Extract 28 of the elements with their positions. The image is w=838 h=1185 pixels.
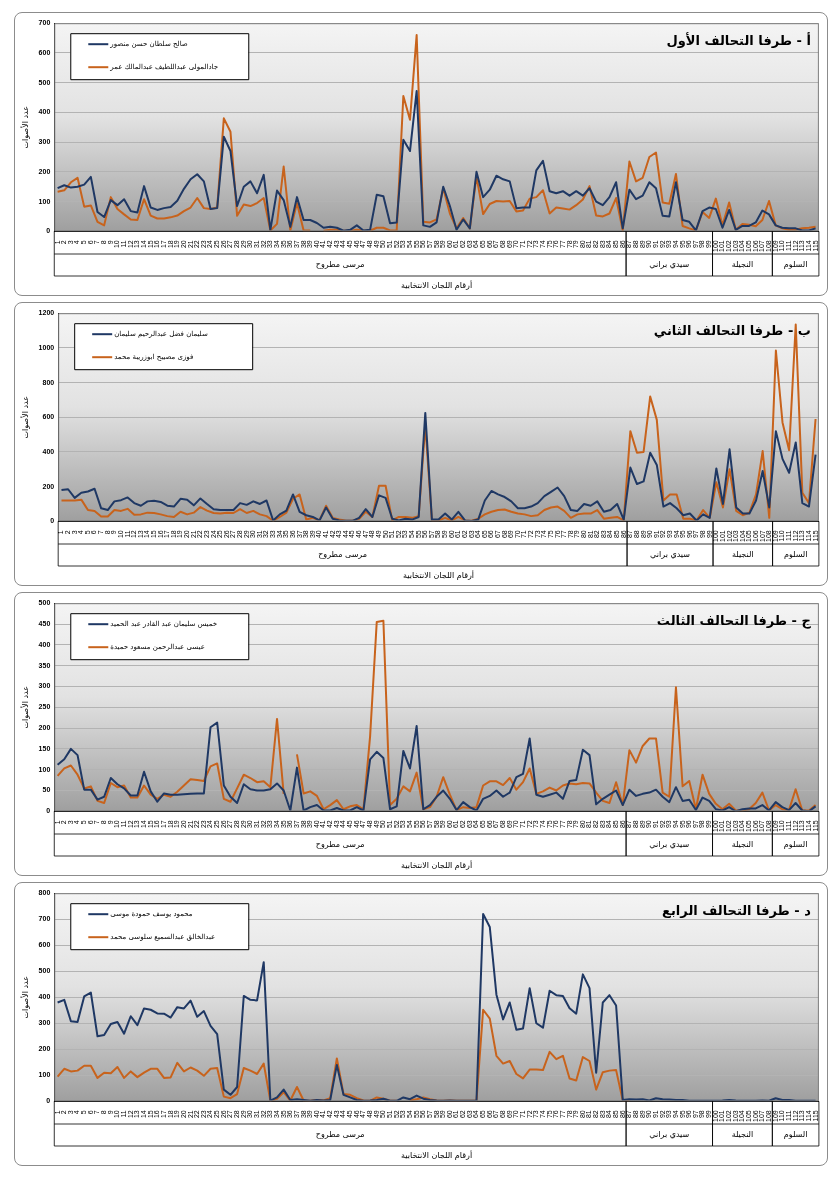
text: سيدي براني [649,840,690,850]
x-axis-title: أرقام اللجان الانتخابية [402,570,475,581]
text: مرسى مطروح [315,840,365,850]
x-axis-title: أرقام اللجان الانتخابية [401,860,473,871]
y-axis-title: عدد الأصوات [19,975,30,1019]
text: سيدي براني [649,260,690,270]
text: السلوم [783,1130,808,1140]
text: سيدي براني [650,550,691,560]
text: السلوم [783,840,808,850]
text: ب - طرفا التحالف الثاني [653,322,811,338]
text: ج - طرفا التحالف الثالث [656,612,812,629]
text: مرسى مطروح [315,260,365,270]
text: النجيلة [731,260,754,270]
text: أ - طرفا التحالف الأول [666,31,811,48]
text: السلوم [783,260,808,270]
text: مرسى مطروح [315,1130,365,1140]
text: سيدي براني [649,1130,690,1140]
text: السلوم [783,550,808,560]
text: مرسى مطروح [318,550,368,560]
text: النجيلة [731,840,754,850]
text: النجيلة [732,550,754,560]
text: النجيلة [731,1130,754,1140]
y-axis-title: عدد الأصوات [19,105,30,149]
y-axis-title: عدد الأصوات [19,685,30,729]
text: د - طرفا التحالف الرابع [662,902,812,918]
x-axis-title: أرقام اللجان الانتخابية [401,1150,473,1161]
x-axis-title: أرقام اللجان الانتخابية [401,280,473,291]
y-axis-title: عدد الأصوات [19,395,30,439]
